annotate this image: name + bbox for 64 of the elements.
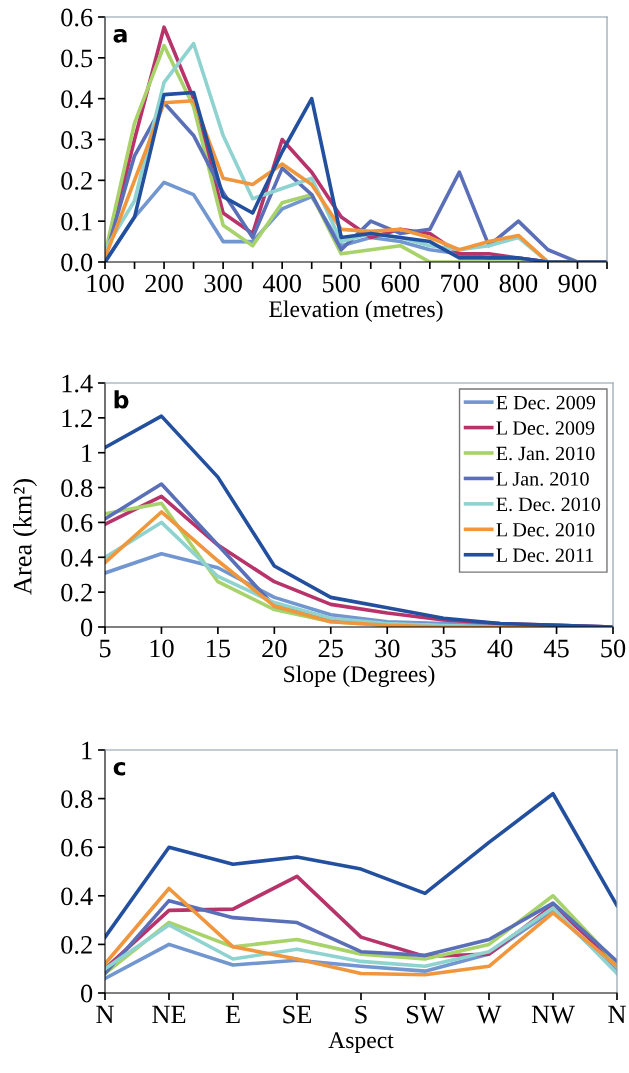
x-tick-label: 30 (375, 639, 400, 658)
x-tick-label: SW (406, 1005, 445, 1024)
legend-label: E Dec. 2009 (496, 395, 596, 410)
x-axis-title: Slope (Degrees) (284, 665, 435, 687)
y-tick-label: 1.4 (62, 374, 93, 393)
x-tick-label: S (355, 1005, 367, 1024)
x-tick-label: 50 (601, 639, 626, 658)
legend-label: E. Jan. 2010 (496, 446, 595, 461)
x-tick-label: 600 (381, 274, 420, 293)
x-tick-label: NW (531, 1005, 575, 1024)
x-tick-label: N (96, 1005, 114, 1024)
x-axis-title: Elevation (metres) (269, 300, 443, 322)
x-tick-label: 500 (322, 274, 361, 293)
x-tick-label: 800 (499, 274, 538, 293)
y-tick-label: 0.0 (61, 253, 93, 272)
y-tick-label: 0.6 (61, 838, 93, 857)
annotation: b (114, 390, 129, 409)
y-tick-label: 0 (81, 984, 93, 1003)
x-tick-label: 300 (204, 274, 242, 293)
line-series (105, 791, 617, 939)
annotation: a (113, 29, 127, 43)
legend-label: L Dec. 2009 (496, 421, 595, 435)
x-tick-label: W (476, 1005, 502, 1024)
legend-label: E. Dec. 2010 (496, 497, 601, 512)
x-tick-label: 400 (262, 274, 301, 293)
x-tick-label: E (225, 1005, 240, 1024)
y-tick-label: 0.4 (61, 90, 93, 109)
y-tick-label: 0.8 (61, 479, 93, 498)
x-tick-label: 25 (318, 639, 343, 658)
x-tick-label: 45 (543, 639, 569, 658)
x-tick-label: 5 (99, 639, 111, 658)
x-tick-label: N (608, 1005, 626, 1024)
x-tick-label: NE (152, 1005, 186, 1024)
y-axis-title: Area (km²) (13, 479, 37, 595)
legend-label: L Dec. 2011 (496, 548, 594, 563)
y-tick-label: 0.6 (61, 514, 93, 532)
y-tick-label: 0.5 (61, 49, 93, 68)
y-tick-label: 1 (82, 444, 92, 462)
annotation: c (113, 762, 126, 776)
x-tick-label: SE (283, 1005, 312, 1024)
x-tick-label: 900 (558, 274, 597, 293)
y-tick-label: 0.8 (61, 790, 93, 809)
x-tick-label: 40 (487, 639, 513, 658)
y-tick-label: 0.1 (61, 212, 92, 231)
y-tick-label: 0.4 (61, 887, 93, 906)
y-tick-label: 1.2 (62, 409, 92, 428)
x-tick-label: 20 (262, 639, 287, 658)
x-tick-label: 200 (145, 274, 183, 293)
y-tick-label: 0.6 (61, 8, 93, 27)
x-tick-label: 10 (150, 639, 174, 658)
x-axis-title: Aspect (328, 1032, 394, 1053)
y-tick-label: 0.4 (61, 548, 93, 567)
y-tick-label: 0.3 (61, 131, 93, 150)
y-tick-label: 1 (82, 741, 92, 760)
y-tick-label: 0.2 (61, 936, 92, 954)
x-tick-label: 35 (431, 639, 456, 658)
x-tick-label: 15 (207, 639, 231, 658)
y-tick-label: 0.2 (61, 171, 92, 190)
y-tick-label: 0 (81, 618, 93, 637)
legend-label: L Dec. 2010 (496, 522, 595, 537)
legend-label: L Jan. 2010 (496, 472, 589, 486)
x-tick-label: 700 (441, 274, 479, 293)
y-tick-label: 0.2 (61, 583, 92, 602)
x-tick-label: 100 (87, 274, 124, 293)
